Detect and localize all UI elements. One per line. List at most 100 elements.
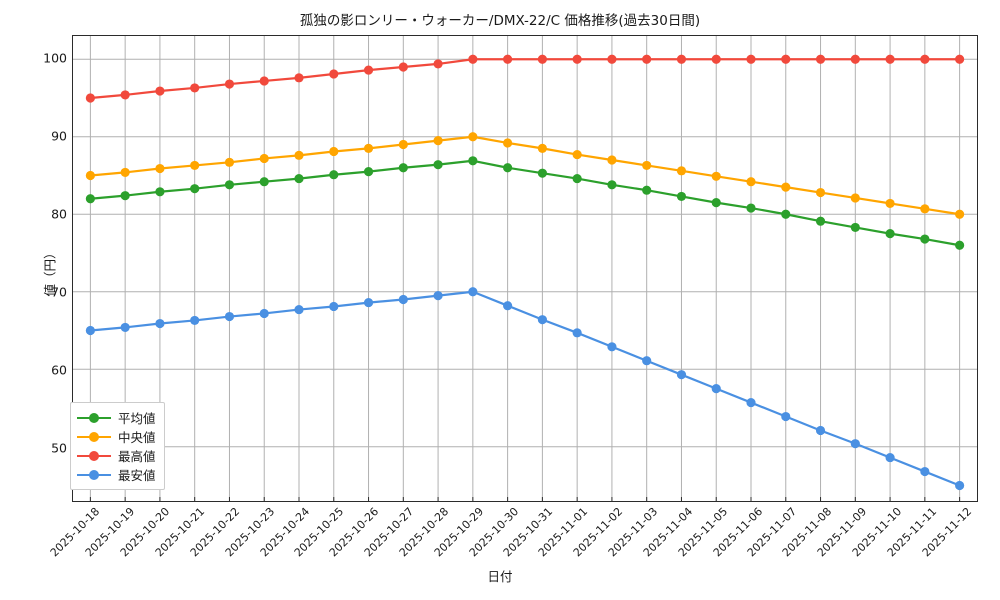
data-point <box>468 156 478 166</box>
legend-item[interactable]: 中央値 <box>77 427 156 446</box>
plot-area <box>72 35 978 502</box>
data-point <box>190 184 200 194</box>
data-point <box>503 54 513 64</box>
data-point <box>468 54 478 64</box>
data-point <box>607 342 617 352</box>
data-point <box>572 149 582 160</box>
series-line <box>89 135 961 216</box>
y-axis-tick-labels: 値（円） 50 60 70 80 90 100 <box>12 35 68 502</box>
legend-item[interactable]: 最安値 <box>77 465 156 484</box>
data-point <box>607 155 617 165</box>
data-point <box>398 139 408 150</box>
legend-item[interactable]: 最高値 <box>77 446 156 465</box>
data-point <box>433 136 443 146</box>
data-point <box>503 163 513 173</box>
data-point <box>329 69 339 79</box>
data-point <box>676 54 687 64</box>
legend-label: 平均値 <box>118 411 156 426</box>
data-point <box>120 90 130 100</box>
data-point <box>468 132 478 142</box>
data-point <box>607 54 617 64</box>
data-point <box>363 65 374 75</box>
series-line <box>89 290 961 487</box>
data-point <box>433 160 443 170</box>
series-平均値 <box>85 156 965 250</box>
y-axis-tick: 60 <box>51 362 67 378</box>
data-point <box>711 54 721 64</box>
data-point <box>537 143 547 153</box>
data-point <box>363 298 374 308</box>
data-point <box>155 187 165 197</box>
data-point <box>850 193 860 203</box>
data-point <box>155 86 165 96</box>
data-point <box>642 54 652 64</box>
data-point <box>746 203 756 213</box>
data-point <box>607 180 617 190</box>
data-point <box>537 168 547 178</box>
data-point <box>815 54 826 64</box>
data-point <box>885 54 895 64</box>
series-line <box>89 159 961 247</box>
data-point <box>955 54 965 64</box>
data-point <box>155 318 165 329</box>
data-point <box>537 54 547 64</box>
data-point <box>190 160 200 171</box>
legend-item[interactable]: 平均値 <box>77 408 156 427</box>
data-point <box>642 185 652 195</box>
plot-svg <box>73 36 977 501</box>
series-中央値 <box>85 132 965 219</box>
data-point <box>572 174 582 184</box>
data-point <box>781 209 791 219</box>
series-line <box>89 58 961 100</box>
legend-label: 中央値 <box>118 430 156 445</box>
series-最高値 <box>85 54 965 103</box>
data-point <box>815 187 826 198</box>
data-point <box>190 83 200 93</box>
y-axis-label: 値（円） <box>42 246 58 297</box>
data-point <box>572 328 582 338</box>
data-point <box>259 177 269 187</box>
legend-label: 最高値 <box>118 449 156 464</box>
data-point <box>955 480 965 491</box>
data-point <box>224 180 235 190</box>
data-point <box>120 191 130 201</box>
data-point <box>503 138 513 148</box>
data-point <box>746 177 756 187</box>
data-point <box>503 301 513 311</box>
data-point <box>433 291 443 301</box>
y-axis-tick: 90 <box>51 128 67 144</box>
data-point <box>259 308 269 319</box>
data-point <box>120 322 130 332</box>
data-point <box>781 182 791 192</box>
data-point <box>294 150 304 160</box>
data-point <box>815 216 826 226</box>
data-point <box>294 304 304 315</box>
data-point <box>920 234 930 244</box>
data-point <box>955 209 965 219</box>
data-point <box>85 325 95 336</box>
y-axis-tick: 100 <box>43 50 67 66</box>
data-point <box>433 59 443 69</box>
data-point <box>294 73 304 83</box>
data-point <box>572 54 582 64</box>
series-最安値 <box>85 287 965 491</box>
data-point <box>224 311 235 322</box>
data-point <box>885 198 895 208</box>
data-point <box>711 384 721 394</box>
data-point <box>676 370 687 380</box>
data-point <box>920 466 930 477</box>
data-point <box>850 222 860 233</box>
data-point <box>224 157 235 167</box>
x-axis-label: 日付 <box>487 569 513 584</box>
data-point <box>398 163 408 173</box>
data-point <box>537 315 547 325</box>
data-point <box>642 160 652 171</box>
chart-title: 孤独の影ロンリー・ウォーカー/DMX-22/C 価格推移(過去30日間) <box>299 13 701 29</box>
data-point <box>711 171 721 181</box>
legend-label: 最安値 <box>118 468 156 483</box>
data-point <box>85 170 95 181</box>
legend: 平均値中央値最高値最安値 <box>70 402 165 490</box>
data-point <box>955 240 965 250</box>
data-point <box>85 93 95 103</box>
